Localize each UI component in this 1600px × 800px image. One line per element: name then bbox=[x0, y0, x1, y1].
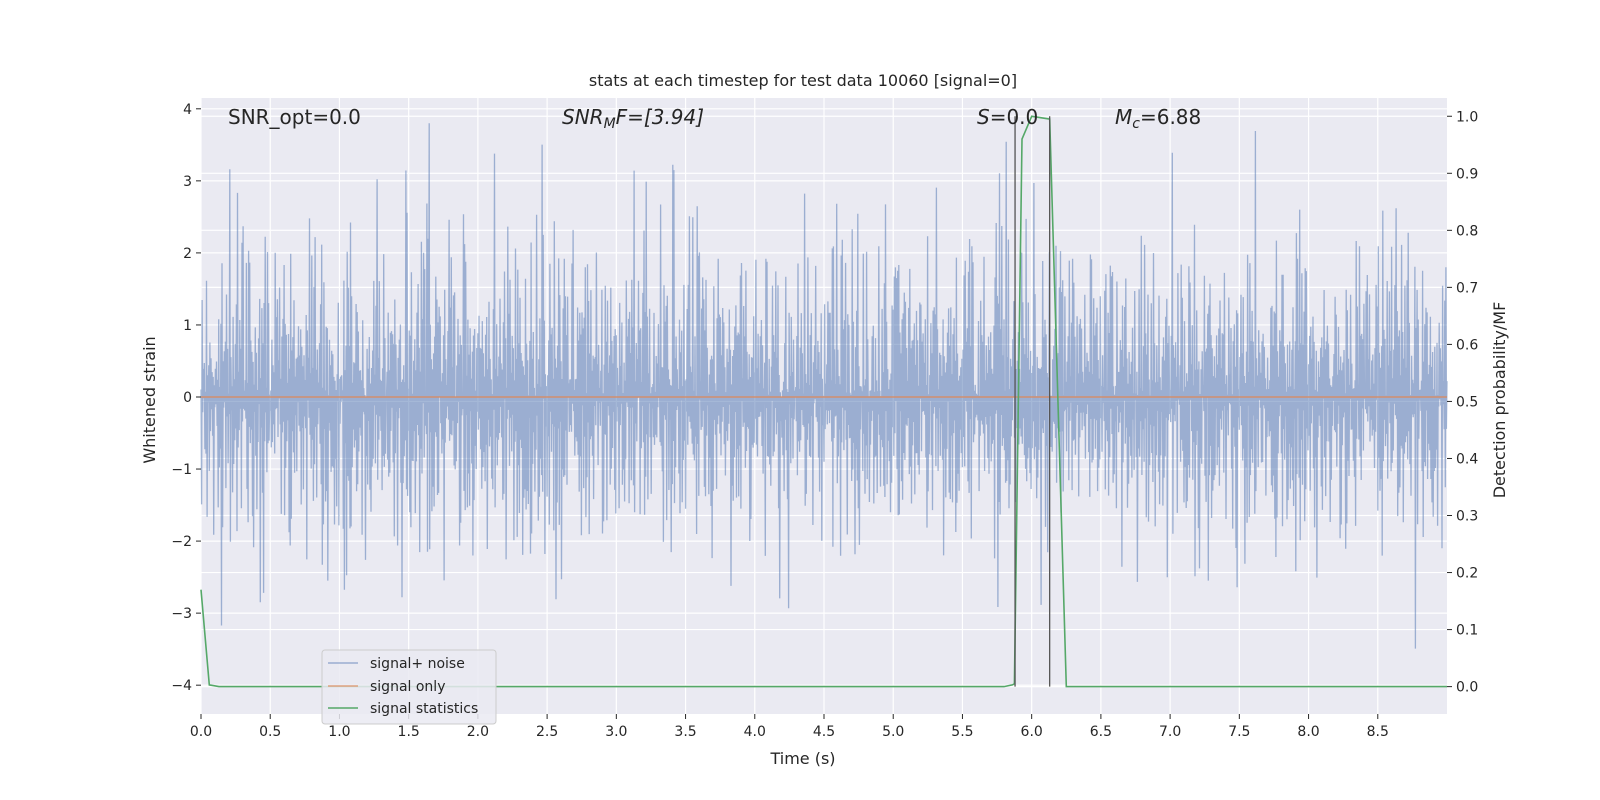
x-tick-label: 5.0 bbox=[882, 724, 904, 740]
x-tick-label: 6.0 bbox=[1021, 724, 1043, 740]
x-tick-label: 8.0 bbox=[1297, 724, 1319, 740]
y-right-tick-label: 0.7 bbox=[1456, 280, 1478, 296]
y-left-tick-label: 1 bbox=[183, 318, 192, 334]
s-main: S bbox=[977, 105, 990, 129]
legend-label-signal-only: signal only bbox=[370, 679, 445, 695]
y-right-tick-label: 0.3 bbox=[1456, 509, 1478, 525]
y-right-tick-label: 0.8 bbox=[1456, 223, 1478, 239]
x-tick-label: 3.5 bbox=[674, 724, 696, 740]
y-left-tick-label: 3 bbox=[183, 174, 192, 190]
snr-opt-annotation: SNR_opt=0.0 bbox=[228, 105, 361, 129]
snr-mf-annotation: SNRMF=[3.94] bbox=[562, 105, 704, 132]
y-left-tick-label: −1 bbox=[171, 462, 192, 478]
x-tick-label: 1.0 bbox=[328, 724, 350, 740]
series-signal-noise bbox=[200, 123, 1448, 649]
x-tick-label: 7.0 bbox=[1159, 724, 1181, 740]
vertical-markers bbox=[1014, 116, 1051, 687]
x-tick-label: 7.5 bbox=[1228, 724, 1250, 740]
mc-rest: =6.88 bbox=[1140, 105, 1201, 129]
x-tick-label: 1.5 bbox=[398, 724, 420, 740]
x-tick-label: 3.0 bbox=[605, 724, 627, 740]
x-tick-label: 5.5 bbox=[951, 724, 973, 740]
x-tick-label: 4.5 bbox=[813, 724, 835, 740]
axis-ticks: 0.0 0.5 1.0 1.5 2.0 2.5 3.0 3.5 4.0 4.5 5.0 5.5 6.0 6… bbox=[171, 102, 1478, 740]
series-signal-statistics bbox=[200, 115, 1447, 688]
x-tick-label: 0.5 bbox=[259, 724, 281, 740]
y-left-tick-label: −3 bbox=[171, 606, 192, 622]
snr-mf-rest: F=[3.94] bbox=[616, 105, 704, 129]
legend-box bbox=[321, 649, 497, 725]
y-right-tick-label: 0.4 bbox=[1456, 451, 1478, 467]
snr-mf-sub: M bbox=[604, 116, 616, 132]
mc-annotation: Mc=6.88 bbox=[1115, 105, 1201, 132]
y-right-tick-label: 0.1 bbox=[1456, 623, 1478, 639]
y-left-tick-label: 2 bbox=[183, 246, 192, 262]
y-right-tick-label: 0.0 bbox=[1456, 680, 1478, 696]
legend: signal+ noise signal only signal statist… bbox=[321, 649, 497, 725]
y-axis-label-right: Detection probability/MF bbox=[1490, 302, 1509, 499]
y-right-tick-label: 1.0 bbox=[1456, 109, 1478, 125]
y-left-tick-label: 0 bbox=[183, 390, 192, 406]
x-tick-label: 6.5 bbox=[1090, 724, 1112, 740]
y-axis-label-left: Whitened strain bbox=[140, 336, 159, 463]
x-tick-label: 2.0 bbox=[467, 724, 489, 740]
y-right-tick-label: 0.9 bbox=[1456, 166, 1478, 182]
s-rest: =0.0 bbox=[990, 105, 1039, 129]
x-tick-label: 0.0 bbox=[190, 724, 212, 740]
s-annotation: S=0.0 bbox=[977, 105, 1038, 129]
x-tick-label: 2.5 bbox=[536, 724, 558, 740]
y-right-tick-label: 0.5 bbox=[1456, 394, 1478, 410]
legend-label-signal-statistics: signal statistics bbox=[370, 701, 478, 717]
chart-title: stats at each timestep for test data 100… bbox=[589, 71, 1017, 90]
y-right-tick-label: 0.6 bbox=[1456, 337, 1478, 353]
x-tick-label: 8.5 bbox=[1367, 724, 1389, 740]
series-path-signal-noise bbox=[200, 123, 1448, 649]
y-left-tick-label: −2 bbox=[171, 534, 192, 550]
x-tick-label: 4.0 bbox=[744, 724, 766, 740]
y-right-tick-label: 0.2 bbox=[1456, 566, 1478, 582]
x-axis-label: Time (s) bbox=[769, 749, 835, 768]
mc-main: M bbox=[1115, 105, 1132, 129]
mc-sub: c bbox=[1132, 116, 1140, 132]
snr-mf-main: SNR bbox=[562, 105, 604, 129]
legend-label-signal-noise: signal+ noise bbox=[370, 656, 465, 672]
y-left-tick-label: 4 bbox=[183, 102, 192, 118]
y-left-tick-label: −4 bbox=[171, 678, 192, 694]
series-path-signal-statistics bbox=[200, 115, 1447, 688]
